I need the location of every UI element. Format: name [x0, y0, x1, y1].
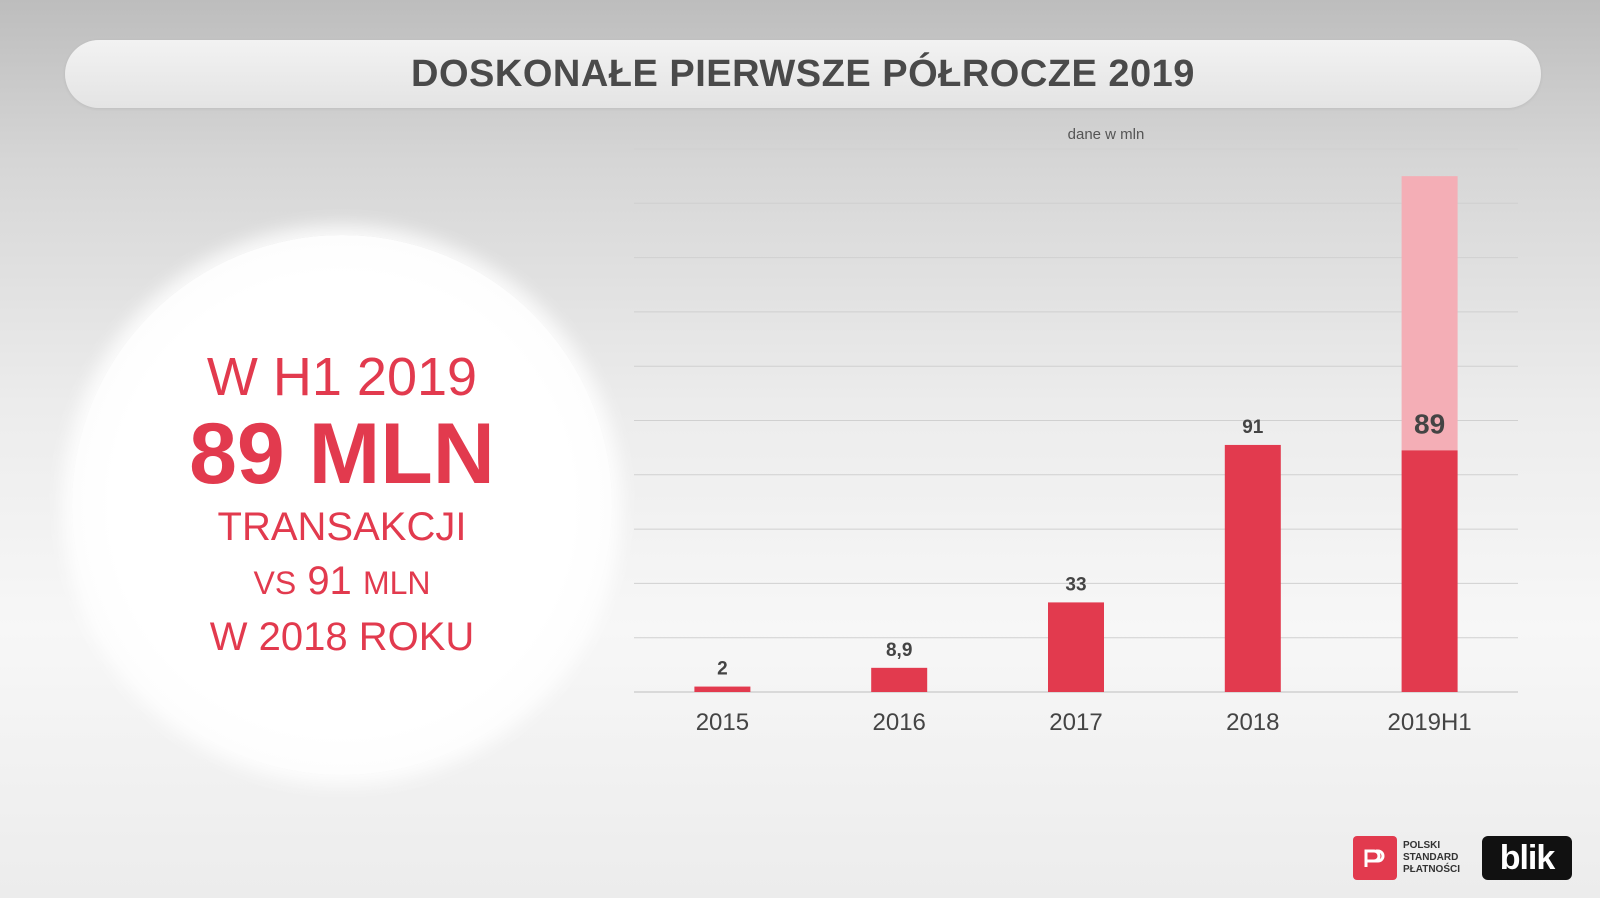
highlight-period: W H1 2019 — [206, 347, 478, 407]
comparison-prefix: VS — [253, 565, 297, 601]
bar — [1224, 444, 1281, 692]
x-tick-label: 2016 — [873, 709, 926, 736]
highlight-year: W 2018 ROKU — [209, 615, 475, 659]
data-label: 33 — [1065, 574, 1086, 595]
highlight-value: 89 MLN — [189, 406, 495, 502]
blik-logo: blik — [1482, 836, 1572, 880]
data-label: 91 — [1242, 417, 1264, 438]
data-label: 8,9 — [886, 640, 912, 661]
x-tick-label: 2017 — [1049, 709, 1102, 736]
psp-logo: POLSKI STANDARD PŁATNOŚCI — [1352, 836, 1460, 880]
page-title: DOSKONAŁE PIERWSZE PÓŁROCZE 2019 — [411, 52, 1195, 95]
comparison-value: 91 — [307, 559, 352, 603]
logos: POLSKI STANDARD PŁATNOŚCI blik — [1352, 836, 1572, 880]
chart-subtitle: dane w mln — [1068, 126, 1145, 143]
highlight-circle: W H1 2019 89 MLN TRANSAKCJI VS 91 MLN W … — [72, 235, 612, 775]
bar — [694, 686, 751, 692]
highlight-comparison: VS 91 MLN — [254, 554, 431, 610]
x-tick-label: 2018 — [1226, 709, 1279, 736]
bar — [1048, 602, 1104, 692]
bar — [871, 667, 928, 692]
projection-bar — [1401, 176, 1458, 451]
title-bar: DOSKONAŁE PIERWSZE PÓŁROCZE 2019 — [65, 40, 1541, 108]
comparison-unit: MLN — [362, 565, 431, 601]
data-label: 89 — [1414, 408, 1445, 439]
bar — [1401, 450, 1458, 692]
psp-text: POLSKI STANDARD PŁATNOŚCI — [1402, 840, 1460, 875]
psp-mark-icon — [1352, 836, 1397, 880]
data-label: 2 — [717, 659, 728, 680]
highlight-unit: TRANSAKCJI — [217, 505, 467, 549]
x-tick-label: 2019H1 — [1388, 709, 1472, 736]
x-tick-label: 2015 — [696, 709, 749, 736]
